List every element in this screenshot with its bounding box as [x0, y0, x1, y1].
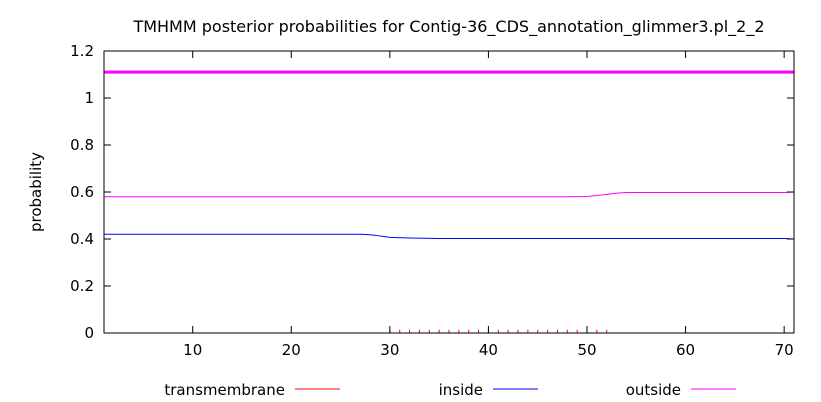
x-tick-label: 70 [775, 341, 794, 359]
y-tick-label: 0.4 [70, 230, 94, 248]
plot-series [104, 70, 795, 333]
legend-label-outside: outside [626, 381, 681, 399]
legend-label-transmembrane: transmembrane [164, 381, 285, 399]
y-axis-label: probability [27, 152, 45, 232]
x-axis-ticks: 10 20 30 40 50 60 70 [183, 51, 794, 359]
outside-series-line [104, 191, 795, 198]
y-tick-label: 0.2 [70, 277, 94, 295]
x-tick-label: 40 [479, 341, 498, 359]
legend: transmembrane inside outside [164, 381, 736, 399]
x-tick-label: 20 [282, 341, 301, 359]
chart-title: TMHMM posterior probabilities for Contig… [132, 17, 764, 37]
x-tick-label: 10 [183, 341, 202, 359]
y-tick-label: 0.6 [70, 183, 94, 201]
x-tick-label: 60 [676, 341, 695, 359]
legend-label-inside: inside [439, 381, 483, 399]
x-tick-label: 50 [577, 341, 596, 359]
y-tick-label: 0.8 [70, 136, 94, 154]
y-tick-label: 0 [84, 324, 94, 342]
y-tick-label: 1 [84, 89, 94, 107]
y-tick-label: 1.2 [70, 42, 94, 60]
x-tick-label: 30 [380, 341, 399, 359]
inside-series-line [104, 233, 795, 240]
y-axis-ticks: 0 0.2 0.4 0.6 0.8 1 1.2 [70, 42, 794, 342]
